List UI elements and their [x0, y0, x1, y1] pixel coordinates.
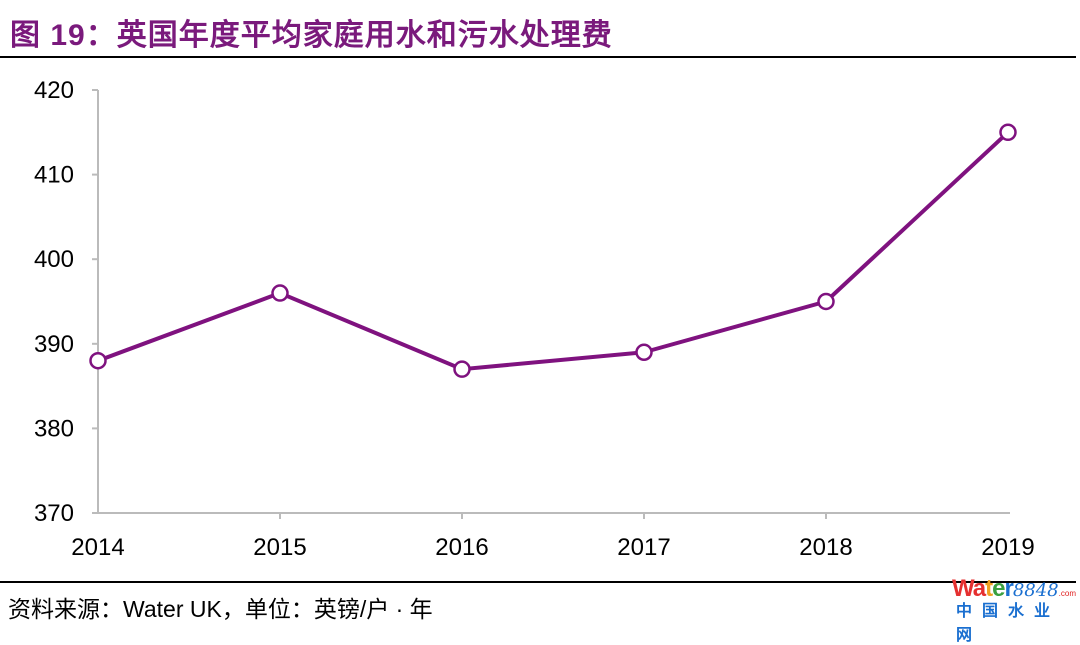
watermark-cn: 中国水业网 [956, 603, 1061, 644]
watermark-suffix: .com [1058, 589, 1076, 598]
chart-title: 图 19：英国年度平均家庭用水和污水处理费 [10, 19, 613, 52]
watermark-number: 8848 [1012, 580, 1059, 601]
x-tick-label: 2019 [981, 534, 1034, 561]
x-tick-label: 2017 [617, 534, 670, 561]
y-tick-label: 370 [34, 500, 74, 527]
top-rule [0, 56, 1076, 58]
y-tick-label: 380 [34, 415, 74, 442]
data-point [271, 284, 289, 302]
watermark-logo: Water8848.com 中国水业网 [952, 575, 1080, 645]
data-point [89, 351, 107, 370]
source-note: 资料来源：Water UK，单位：英镑/户 · 年 [8, 596, 433, 622]
y-tick-label: 400 [34, 246, 74, 273]
x-tick-label: 2015 [253, 534, 306, 561]
data-point [453, 360, 471, 378]
line-chart: 370 380 390 400 410 420 2014 2015 2016 2017 2018 20… [34, 77, 1035, 561]
watermark-brand: Water [952, 575, 1014, 602]
data-point [817, 292, 835, 311]
data-point [635, 343, 653, 362]
x-tick-label: 2016 [435, 534, 488, 561]
x-tick-label: 2018 [799, 534, 852, 561]
bottom-rule [0, 581, 1076, 583]
y-tick-label: 390 [34, 331, 74, 358]
series-line [97, 130, 1010, 372]
y-tick-label: 410 [34, 162, 74, 189]
y-tick-label: 420 [34, 77, 74, 104]
data-point [999, 123, 1017, 142]
x-tick-label: 2014 [71, 534, 124, 561]
